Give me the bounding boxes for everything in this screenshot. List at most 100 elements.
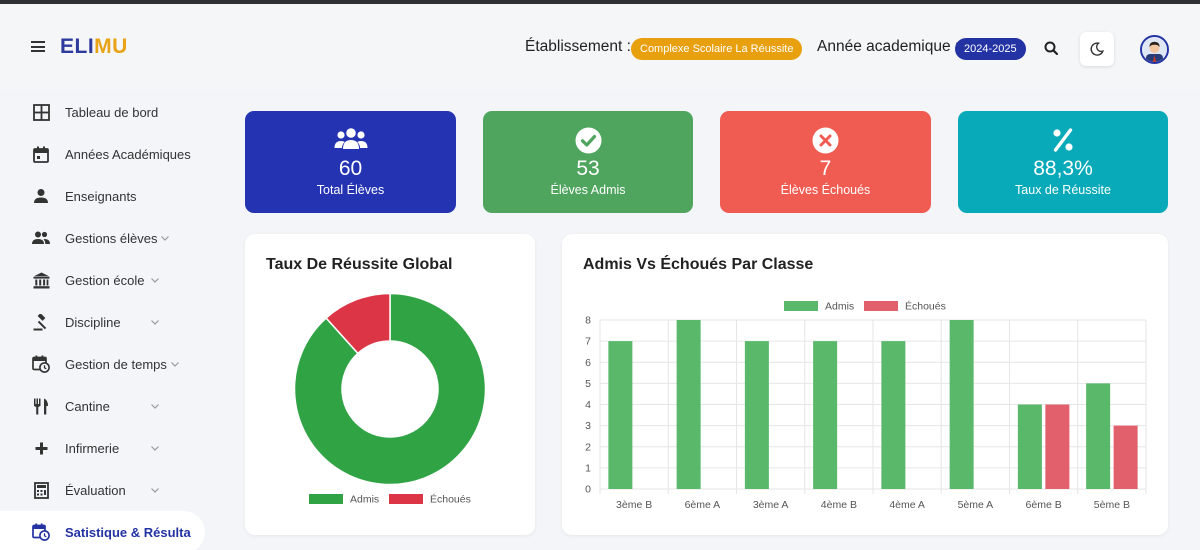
bar-admis[interactable] <box>881 341 906 489</box>
y-tick-label: 7 <box>585 336 591 348</box>
people-icon <box>32 229 50 247</box>
sidebar-item-tableau-de-bord[interactable]: Tableau de bord <box>0 91 205 133</box>
sidebar-item-discipline[interactable]: Discipline <box>0 301 205 343</box>
y-tick-label: 8 <box>585 315 591 327</box>
x-tick-label: 5ème A <box>958 499 994 511</box>
etablissement-label: Établissement : <box>525 38 631 55</box>
cancel-circle-icon <box>720 127 931 154</box>
schedule-icon <box>32 355 50 373</box>
stat-card-total-eleves: 60 Total Élèves <box>245 111 456 213</box>
person-icon <box>32 187 50 205</box>
annee-badge[interactable]: 2024-2025 <box>955 38 1026 60</box>
percent-icon <box>958 127 1168 153</box>
bar-admis[interactable] <box>744 341 769 489</box>
sidebar-item-enseignants[interactable]: Enseignants <box>0 175 205 217</box>
stat-label: Taux de Réussite <box>1015 183 1111 197</box>
x-tick-label: 3ème A <box>753 499 789 511</box>
donut-chart: Admis Échoués <box>293 292 487 506</box>
institution-icon <box>32 271 50 289</box>
sidebar-item-gestion-ecole[interactable]: Gestion école <box>0 259 205 301</box>
y-tick-label: 5 <box>585 378 591 390</box>
theme-toggle-button[interactable] <box>1080 32 1114 66</box>
legend-swatch <box>309 494 343 504</box>
sidebar-item-annees-academiques[interactable]: Années Académiques <box>0 133 205 175</box>
app-logo[interactable]: ELIMU <box>60 35 128 59</box>
sidebar-item-label: Enseignants <box>65 188 137 204</box>
sidebar-item-label: Satistique & Résulta <box>65 524 191 540</box>
chevron-down-icon <box>151 320 159 325</box>
bar-chart-panel: Admis Vs Échoués Par Classe 0 1 2 3 4 5 6 7 8 3èm… <box>562 234 1168 535</box>
bar-admis[interactable] <box>676 320 701 489</box>
donut-slice-admis[interactable] <box>293 292 487 486</box>
y-tick-label: 2 <box>585 441 591 453</box>
x-tick-label: 4ème B <box>821 499 857 511</box>
search-icon[interactable] <box>1040 37 1064 61</box>
x-tick-label: 6ème B <box>1026 499 1062 511</box>
sidebar-item-label: Années Académiques <box>65 146 191 162</box>
bar-admis[interactable] <box>813 341 838 489</box>
x-tick-label: 3ème B <box>616 499 652 511</box>
sidebar: Tableau de bord Années Académiques Ensei… <box>0 90 205 550</box>
top-border <box>0 0 1200 4</box>
legend-swatch <box>784 301 818 311</box>
etablissement-badge[interactable]: Complexe Scolaire La Réussite <box>631 38 803 60</box>
y-tick-label: 0 <box>585 484 591 496</box>
x-tick-label: 6ème A <box>685 499 721 511</box>
x-tick-label: 4ème A <box>889 499 925 511</box>
stat-card-eleves-admis: 53 Élèves Admis <box>483 111 693 213</box>
donut-chart-title: Taux De Réussite Global <box>266 256 453 273</box>
calendar-icon <box>32 145 50 163</box>
sidebar-item-infirmerie[interactable]: Infirmerie <box>0 427 205 469</box>
bar-chous[interactable] <box>1045 404 1070 490</box>
legend-swatch <box>389 494 423 504</box>
legend-swatch <box>864 301 898 311</box>
bar-admis[interactable] <box>608 341 633 489</box>
bar-admis[interactable] <box>949 320 974 489</box>
sidebar-item-cantine[interactable]: Cantine <box>0 385 205 427</box>
legend-label[interactable]: Échoués <box>430 493 471 506</box>
chevron-down-icon <box>151 446 159 451</box>
calculator-icon <box>32 481 50 499</box>
plus-icon <box>32 439 50 457</box>
y-tick-label: 1 <box>585 462 591 474</box>
stat-value: 88,3% <box>1033 157 1093 180</box>
sidebar-item-label: Gestion de temps <box>65 356 167 372</box>
chevron-down-icon <box>171 362 179 367</box>
sidebar-item-label: Évaluation <box>65 482 126 498</box>
menu-icon[interactable] <box>31 41 45 52</box>
sidebar-item-gestion-de-temps[interactable]: Gestion de temps <box>0 343 205 385</box>
stat-value: 7 <box>819 157 832 180</box>
stat-card-taux-reussite: 88,3% Taux de Réussite <box>958 111 1168 213</box>
bar-chart: 0 1 2 3 4 5 6 7 8 3ème B 6ème A 3ème A 4ème B 4ème A 5… <box>585 300 1147 511</box>
bar-admis[interactable] <box>1017 404 1042 490</box>
bar-chous[interactable] <box>1113 425 1138 489</box>
bar-admis[interactable] <box>1086 383 1111 489</box>
chevron-down-icon <box>151 488 159 493</box>
sidebar-item-label: Cantine <box>65 398 110 414</box>
header-bar: ELIMU Établissement : Complexe Scolaire … <box>0 4 1200 90</box>
bar-chart-title: Admis Vs Échoués Par Classe <box>583 256 814 273</box>
restaurant-icon <box>32 397 50 415</box>
stat-value: 53 <box>576 157 600 180</box>
logo-part1: ELI <box>60 35 95 58</box>
dashboard-icon <box>32 103 50 121</box>
sidebar-item-evaluation[interactable]: Évaluation <box>0 469 205 511</box>
chevron-down-icon <box>151 278 159 283</box>
sidebar-item-label: Tableau de bord <box>65 104 159 120</box>
statistics-icon <box>32 523 50 541</box>
sidebar-item-label: Gestion école <box>65 272 145 288</box>
stat-label: Élèves Échoués <box>780 183 871 197</box>
y-tick-label: 3 <box>585 420 591 432</box>
legend-label[interactable]: Admis <box>350 494 379 506</box>
user-avatar[interactable] <box>1140 35 1169 64</box>
x-tick-label: 5ème B <box>1094 499 1130 511</box>
legend-label[interactable]: Échoués <box>905 300 946 313</box>
donut-slice-chous[interactable] <box>325 292 391 355</box>
sidebar-item-gestions-eleves[interactable]: Gestions élèves <box>0 217 205 259</box>
annee-label: Année academique : <box>817 38 960 55</box>
stat-label: Élèves Admis <box>550 183 626 197</box>
legend-label[interactable]: Admis <box>825 301 854 313</box>
stat-value: 60 <box>338 157 363 180</box>
chevron-down-icon <box>151 404 159 409</box>
sidebar-item-statistique-resultats[interactable]: Satistique & Résulta <box>0 511 205 550</box>
